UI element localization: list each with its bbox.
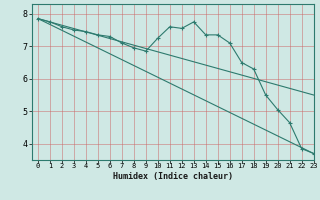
X-axis label: Humidex (Indice chaleur): Humidex (Indice chaleur) xyxy=(113,172,233,181)
